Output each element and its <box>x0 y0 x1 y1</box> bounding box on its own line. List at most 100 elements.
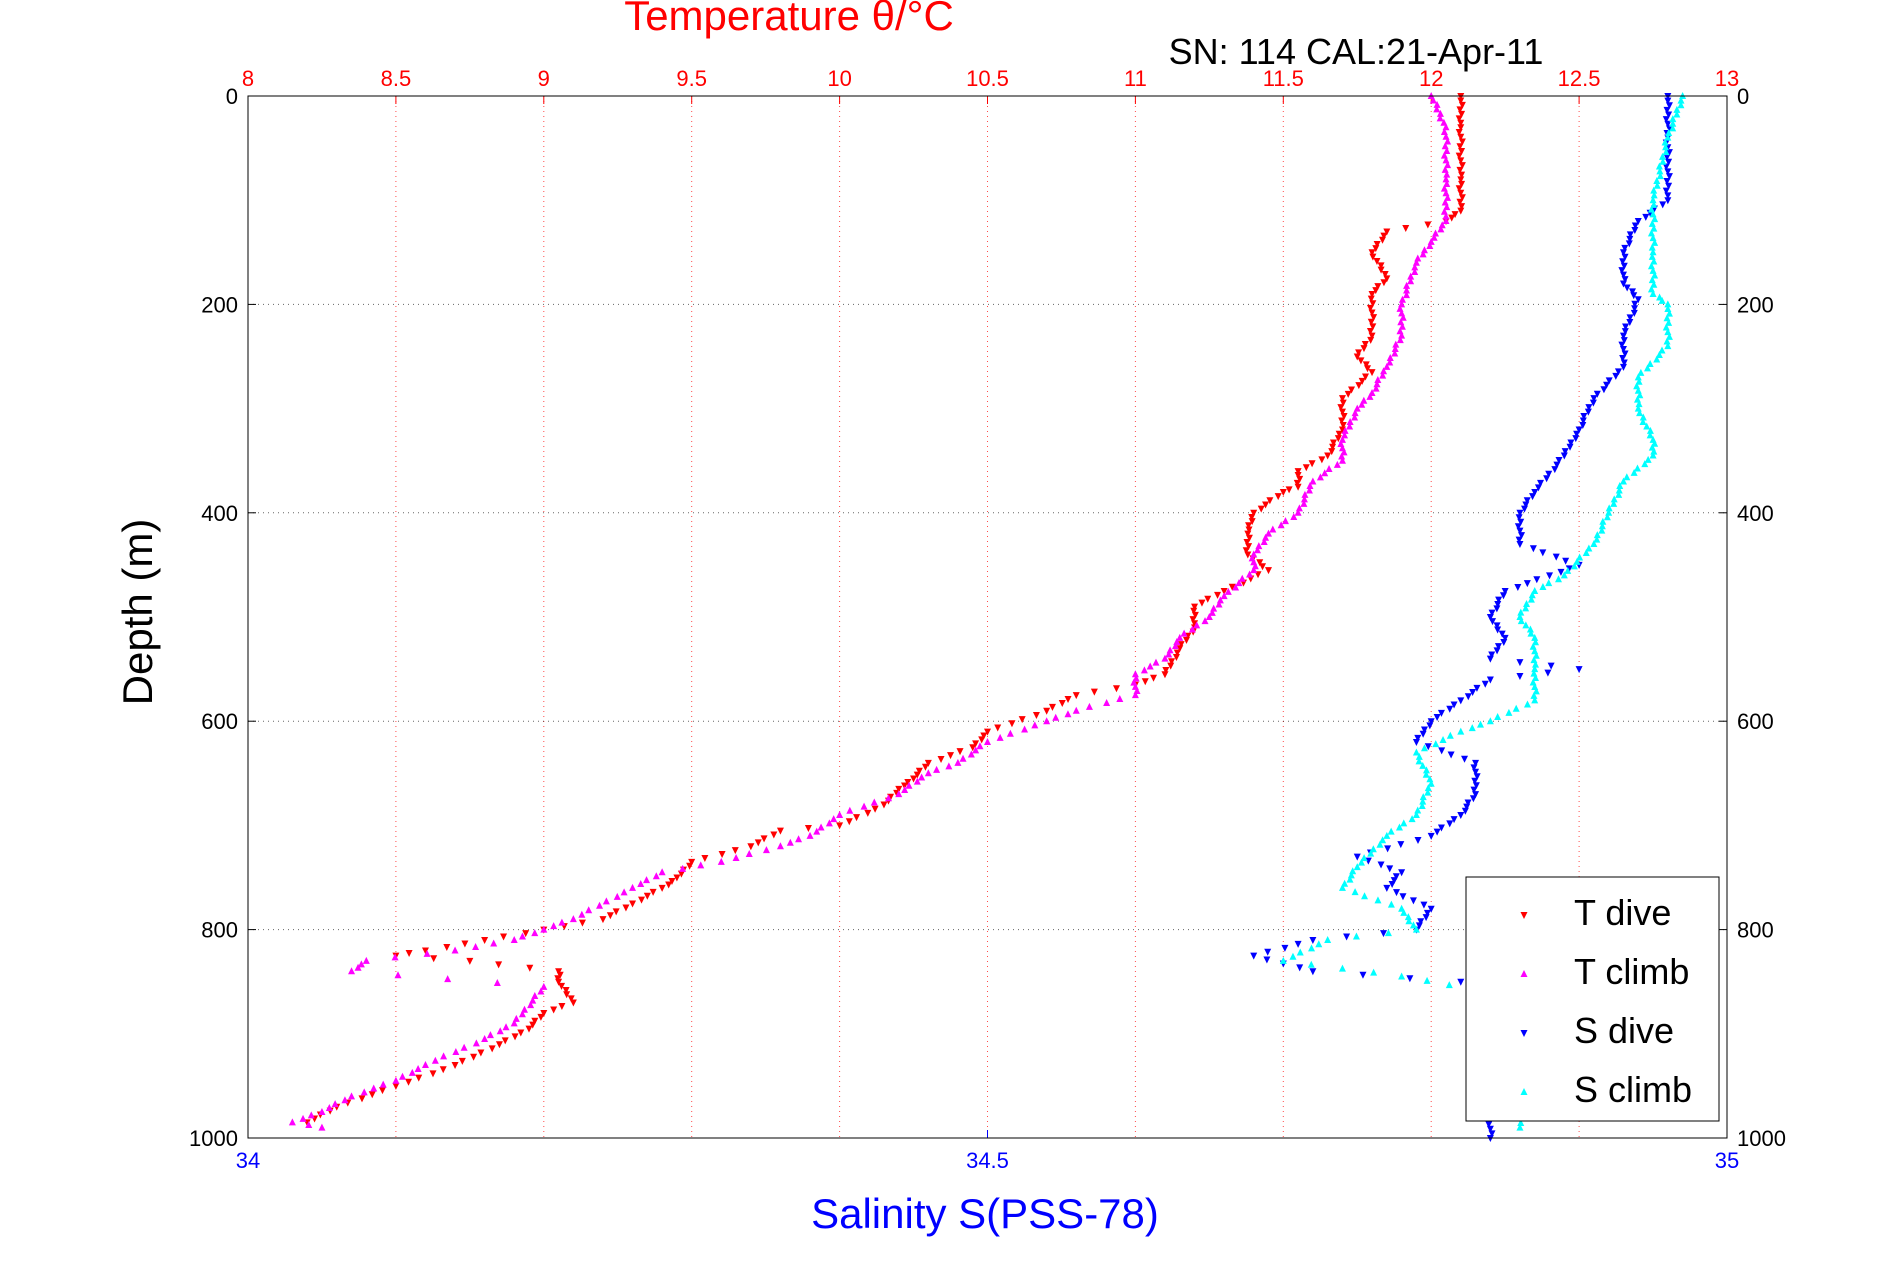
data-point <box>527 1001 535 1009</box>
data-point <box>1018 716 1026 724</box>
data-point <box>910 775 918 783</box>
data-point <box>1374 896 1382 904</box>
data-point <box>1432 740 1440 748</box>
data-point <box>1622 323 1630 331</box>
temperature-tick-label: 10 <box>827 66 851 91</box>
data-point <box>1621 350 1629 358</box>
data-point <box>1309 477 1317 485</box>
data-point <box>1391 349 1399 357</box>
data-point <box>1294 483 1302 491</box>
data-point <box>1522 604 1530 612</box>
data-point <box>1649 248 1657 256</box>
data-point <box>518 932 526 940</box>
data-point <box>1177 641 1185 649</box>
data-point <box>1417 918 1425 926</box>
data-point <box>1238 574 1246 582</box>
data-point <box>472 1039 480 1047</box>
data-point <box>1294 472 1302 480</box>
data-point <box>1324 452 1332 460</box>
data-point <box>980 732 988 740</box>
data-point <box>362 956 370 964</box>
data-point <box>1339 399 1347 407</box>
data-point <box>1488 651 1496 659</box>
data-point <box>1634 404 1642 412</box>
data-point <box>613 892 621 900</box>
data-point <box>358 1095 366 1103</box>
data-point <box>1603 381 1611 389</box>
data-point <box>770 831 778 839</box>
data-point <box>518 1010 526 1018</box>
x-axis-bottom-label: Salinity S(PSS-78) <box>811 1190 1159 1237</box>
data-point <box>1562 557 1570 565</box>
data-point <box>1388 881 1396 889</box>
data-point <box>1415 757 1423 765</box>
data-point <box>510 936 518 944</box>
data-point <box>1300 499 1308 507</box>
data-point <box>1131 691 1139 699</box>
data-point <box>1532 687 1540 695</box>
data-point <box>1620 262 1628 270</box>
data-point <box>701 854 709 862</box>
data-point <box>1329 443 1337 451</box>
data-point <box>747 843 755 851</box>
data-point <box>1321 469 1329 477</box>
data-point <box>1545 470 1553 478</box>
data-point <box>697 861 705 869</box>
data-point <box>1493 647 1501 655</box>
data-point <box>1649 451 1657 459</box>
data-point <box>1626 318 1634 326</box>
data-point <box>1346 417 1354 425</box>
data-point <box>1296 948 1304 956</box>
data-point <box>1141 678 1149 686</box>
data-point <box>1384 845 1392 853</box>
data-point <box>1522 501 1530 509</box>
data-point <box>429 1070 437 1078</box>
data-point <box>1052 713 1060 721</box>
data-point <box>451 1062 459 1070</box>
data-point <box>1318 456 1326 464</box>
data-point <box>1458 110 1466 118</box>
data-point <box>1403 291 1411 299</box>
data-point <box>1545 579 1553 587</box>
data-point <box>1665 102 1673 110</box>
data-point <box>1544 669 1552 677</box>
data-point <box>1245 526 1253 534</box>
data-point <box>430 955 438 963</box>
data-point <box>1447 751 1455 759</box>
data-point <box>1370 314 1378 322</box>
data-point <box>1279 956 1287 964</box>
data-point <box>679 864 687 872</box>
data-point <box>1380 367 1388 375</box>
data-point <box>1473 684 1481 692</box>
data-point <box>1402 224 1410 232</box>
data-point <box>1527 629 1535 637</box>
data-point <box>1384 929 1392 937</box>
legend: T dive T climb S dive S climb <box>1465 876 1720 1122</box>
temperature-tick-label: 12.5 <box>1558 66 1601 91</box>
data-point <box>1351 413 1359 421</box>
data-point <box>1294 468 1302 476</box>
data-point <box>1553 461 1561 469</box>
data-point <box>1621 328 1629 336</box>
data-point <box>1531 586 1539 594</box>
data-point <box>1457 124 1465 132</box>
data-point <box>1171 642 1179 650</box>
data-point <box>1517 617 1525 625</box>
data-point <box>760 835 768 843</box>
data-point <box>1289 952 1297 960</box>
data-point <box>1560 452 1568 460</box>
data-point <box>1426 722 1434 730</box>
data-point <box>1653 355 1661 363</box>
data-point <box>1325 465 1333 473</box>
data-point <box>1380 930 1387 938</box>
data-point <box>1263 956 1271 964</box>
data-point <box>665 881 673 889</box>
data-point <box>1426 242 1434 250</box>
data-point <box>1494 713 1502 721</box>
data-point <box>1516 509 1524 517</box>
data-point <box>1450 816 1458 824</box>
data-point <box>817 823 825 831</box>
data-point <box>718 851 726 859</box>
data-point <box>1370 968 1378 976</box>
data-point <box>1390 877 1398 885</box>
